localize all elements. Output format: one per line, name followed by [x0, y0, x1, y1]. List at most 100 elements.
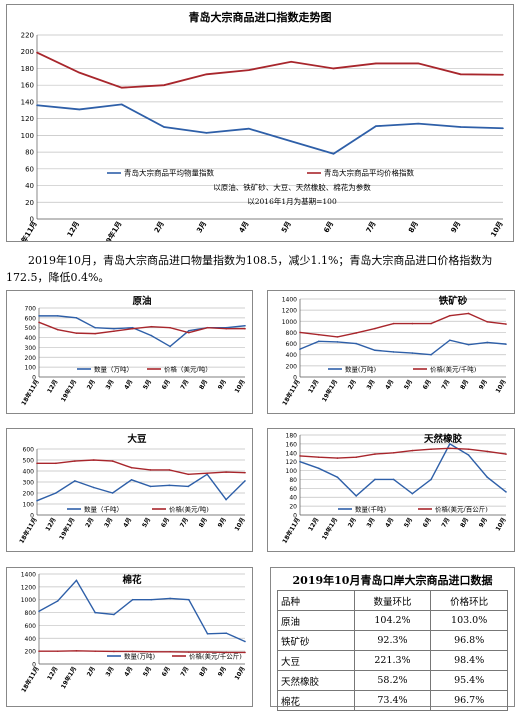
y-tick-label: 80: [25, 149, 34, 157]
data-point: [317, 340, 320, 343]
data-point: [188, 331, 190, 334]
x-tick-label: 5月: [402, 516, 414, 529]
y-tick-label: 1000: [21, 597, 36, 604]
series-quantity: [299, 339, 507, 356]
data-point: [467, 343, 470, 346]
data-point: [225, 471, 227, 473]
x-tick-label: 8月: [407, 220, 420, 234]
y-tick-label: 500: [25, 325, 37, 332]
y-tick-label: 600: [25, 623, 37, 630]
data-point: [149, 469, 152, 471]
x-tick-label: 10月: [233, 378, 247, 394]
series-line: [36, 473, 246, 502]
summary-table-panel: 2019年10月青岛口岸大宗商品进口数据 品种 数量环比 价格环比 原油 104…: [270, 567, 515, 711]
data-point: [131, 650, 134, 653]
y-tick-label: 200: [286, 363, 298, 370]
data-point: [111, 460, 114, 462]
x-tick-label: 4月: [122, 665, 134, 678]
data-point: [225, 651, 228, 654]
data-point: [92, 486, 95, 489]
data-point: [502, 127, 504, 130]
data-point: [55, 462, 57, 465]
x-tick-label: 5月: [402, 378, 414, 391]
data-point: [417, 122, 420, 125]
data-point: [290, 140, 292, 143]
main-chart-panel: 0 20 40 60 80 100 120 140 160 180 200 220 18年11月 12月 1…: [6, 4, 514, 242]
data-point: [130, 479, 133, 481]
x-tick-label: 18年11月: [14, 220, 39, 242]
y-tick-label: 800: [25, 610, 37, 617]
legend: 数量(千吨) 价格(美元/百公斤): [338, 505, 488, 514]
x-tick-label: 6月: [421, 378, 433, 391]
y-tick-label: 1400: [282, 297, 297, 304]
row-quantity: 58.2%: [353, 670, 432, 691]
x-tick-label: 3月: [102, 516, 114, 529]
x-tick-label: 5月: [141, 665, 153, 678]
table-row: 铁矿砂 92.3% 96.8%: [277, 630, 508, 651]
data-point: [36, 499, 38, 502]
data-point: [149, 485, 152, 488]
cotton-chart-panel: 0 200 400 600 800 1000 1200 1400 18年11月 12月 19年1月 2…: [6, 567, 253, 707]
soybean-chart: 0 100 200 300 400 500 600 18年11月 12月 19年1月 2月 3月 4月 5…: [17, 433, 246, 545]
summary-table-title: 2019年10月青岛口岸大宗商品进口数据: [292, 574, 493, 587]
y-tick-label: 200: [23, 491, 35, 498]
data-point: [317, 333, 320, 336]
y-tick-label: 60: [289, 486, 297, 493]
x-tick-label: 7月: [178, 516, 190, 529]
y-tick-label: 120: [286, 459, 298, 466]
row-variety: 棉花: [277, 690, 355, 711]
data-point: [486, 341, 489, 344]
legend: 青岛大宗商品平均物量指数 青岛大宗商品平均价格指数: [107, 168, 414, 178]
data-point: [74, 460, 76, 462]
data-point: [205, 73, 208, 76]
row-price: 95.4%: [430, 670, 508, 691]
y-tick-label: 60: [25, 165, 34, 173]
chart-title: 青岛大宗商品进口指数走势图: [189, 10, 332, 24]
data-point: [36, 104, 38, 107]
legend-label: 数量（千吨）: [84, 505, 123, 514]
y-tick-label: 40: [25, 182, 34, 190]
y-tick-label: 180: [21, 65, 34, 73]
data-point: [332, 67, 335, 70]
data-point: [248, 69, 250, 71]
y-tick-label: 100: [286, 468, 298, 475]
data-point: [502, 73, 504, 76]
legend-label: 数量（万吨）: [94, 365, 133, 374]
x-tick-label: 12月: [44, 516, 58, 532]
legend-label: 价格(美元/千公斤): [189, 652, 242, 661]
data-point: [56, 328, 59, 331]
y-tick-label: 600: [23, 447, 35, 454]
data-point: [56, 315, 59, 317]
chart-title: 铁矿砂: [439, 295, 468, 307]
row-quantity: 73.4%: [353, 690, 432, 711]
x-tick-label: 19年1月: [320, 516, 339, 541]
series-price: [36, 459, 246, 476]
data-point: [187, 473, 190, 476]
data-point: [113, 613, 115, 616]
y-tick-label: 160: [21, 82, 34, 90]
data-point: [113, 327, 115, 330]
data-point: [225, 632, 228, 634]
y-tick-label: 100: [23, 502, 35, 509]
series-line: [36, 103, 504, 155]
row-quantity: 104.2%: [353, 610, 432, 631]
table-row: 原油 104.2% 103.0%: [277, 610, 508, 631]
y-tick-label: 80: [289, 477, 297, 484]
data-point: [336, 336, 339, 338]
x-tick-label: 12月: [66, 220, 81, 239]
x-tick-label: 3月: [195, 220, 208, 234]
data-point: [188, 598, 190, 601]
x-tick-label: 19年1月: [57, 516, 76, 541]
table-row: 天然橡胶 58.2% 95.4%: [277, 670, 508, 691]
data-point: [56, 600, 59, 602]
x-tick-label: 3月: [365, 516, 377, 529]
x-tick-label: 2月: [85, 378, 97, 391]
series-line: [299, 442, 507, 497]
axes: 0 100 200 300 400 500 600 700 18年11月 12月 19年1月 2月 3月…: [19, 306, 246, 407]
x-tick-label: 2月: [346, 516, 358, 529]
summary-paragraph: 2019年10月，青岛大宗商品进口物量指数为108.5，减少1.1%；青岛大宗商…: [6, 254, 493, 284]
x-tick-label: 6月: [160, 665, 172, 678]
data-point: [248, 127, 250, 130]
x-tick-label: 10月: [494, 516, 508, 532]
iron-chart-panel: 0 200 400 600 800 1000 1200 1400 18年11月 12月 19年1月 2…: [267, 290, 515, 414]
